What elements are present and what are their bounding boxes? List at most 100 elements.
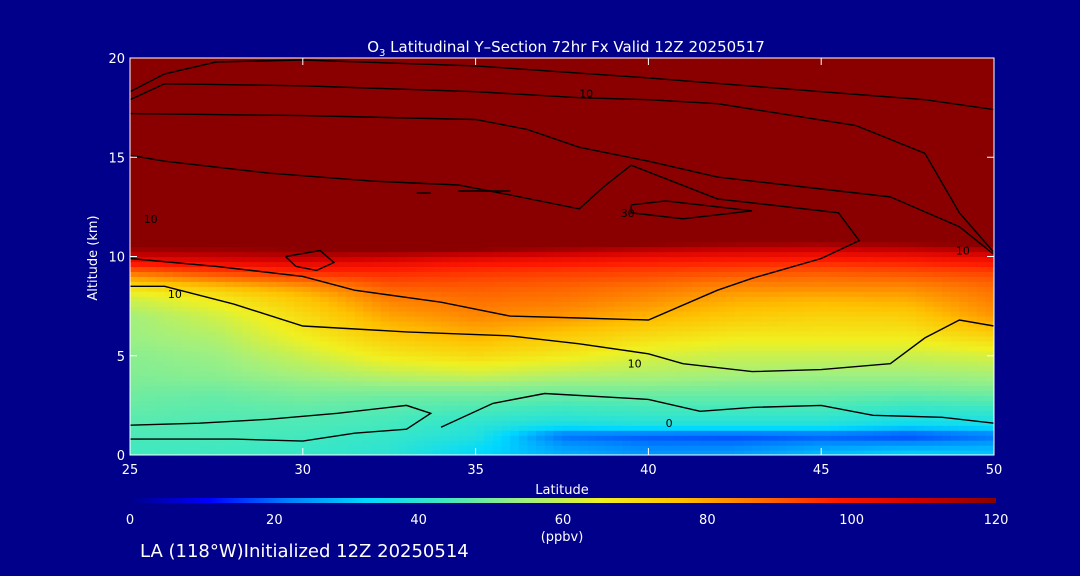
heatmap-cell xyxy=(311,395,321,402)
heatmap-cell xyxy=(976,425,986,431)
heatmap-cell xyxy=(285,231,295,238)
heatmap-cell xyxy=(795,445,805,451)
heatmap-cell xyxy=(985,375,994,382)
heatmap-cell xyxy=(613,450,624,455)
heatmap-cell xyxy=(682,430,693,436)
heatmap-cell xyxy=(441,350,451,357)
heatmap-cell xyxy=(596,410,606,416)
heatmap-cell xyxy=(639,330,649,337)
heatmap-cell xyxy=(397,236,408,243)
heatmap-cell xyxy=(855,325,865,332)
heatmap-cell xyxy=(441,425,451,431)
heatmap-cell xyxy=(898,330,909,337)
heatmap-cell xyxy=(216,330,226,337)
heatmap-cell xyxy=(760,435,770,441)
heatmap-cell xyxy=(803,425,814,431)
heatmap-cell xyxy=(855,306,865,312)
heatmap-cell xyxy=(337,435,347,441)
heatmap-cell xyxy=(959,311,969,317)
heatmap-cell xyxy=(130,266,140,272)
heatmap-cell xyxy=(553,221,563,228)
heatmap-cell xyxy=(415,321,425,327)
heatmap-cell xyxy=(665,246,675,253)
heatmap-cell xyxy=(605,266,615,272)
heatmap-cell xyxy=(907,271,917,277)
heatmap-cell xyxy=(501,311,511,317)
heatmap-cell xyxy=(155,276,166,282)
heatmap-cell xyxy=(657,365,667,372)
heatmap-cell xyxy=(890,445,900,451)
heatmap-cell xyxy=(207,266,217,272)
heatmap-cell xyxy=(492,390,503,397)
heatmap-cell xyxy=(259,400,269,406)
heatmap-cell xyxy=(164,370,174,377)
heatmap-cell xyxy=(924,345,935,352)
heatmap-cell xyxy=(449,445,459,451)
heatmap-cell xyxy=(173,261,183,268)
heatmap-cell xyxy=(726,380,736,387)
heatmap-cell xyxy=(138,246,148,253)
heatmap-cell xyxy=(657,330,667,337)
heatmap-cell xyxy=(432,355,442,362)
heatmap-cell xyxy=(657,266,667,272)
heatmap-cell xyxy=(406,450,416,455)
heatmap-cell xyxy=(553,395,563,402)
heatmap-cell xyxy=(406,316,416,322)
heatmap-cell xyxy=(769,335,779,342)
heatmap-cell xyxy=(613,291,624,297)
heatmap-cell xyxy=(570,211,580,218)
heatmap-cell xyxy=(553,355,563,362)
heatmap-cell xyxy=(639,221,649,228)
heatmap-cell xyxy=(130,221,140,228)
heatmap-cell xyxy=(415,340,425,347)
heatmap-cell xyxy=(544,365,554,372)
heatmap-cell xyxy=(898,321,909,327)
heatmap-cell xyxy=(346,226,356,233)
heatmap-cell xyxy=(432,400,442,406)
heatmap-cell xyxy=(933,445,943,451)
heatmap-cell xyxy=(484,405,494,411)
heatmap-cell xyxy=(302,306,313,312)
heatmap-cell xyxy=(320,365,330,372)
heatmap-cell xyxy=(691,350,701,357)
heatmap-cell xyxy=(933,425,943,431)
heatmap-cell xyxy=(130,445,140,451)
heatmap-cell xyxy=(682,286,693,292)
heatmap-cell xyxy=(812,231,822,238)
heatmap-cell xyxy=(294,335,304,342)
heatmap-cell xyxy=(441,231,451,238)
heatmap-cell xyxy=(821,430,831,436)
heatmap-cell xyxy=(354,410,364,416)
heatmap-cell xyxy=(674,380,684,387)
heatmap-cell xyxy=(199,251,209,258)
heatmap-cell xyxy=(354,445,364,451)
heatmap-cell xyxy=(829,390,840,397)
heatmap-cell xyxy=(864,256,874,263)
heatmap-cell xyxy=(276,256,287,263)
heatmap-cell xyxy=(665,271,675,277)
heatmap-cell xyxy=(181,236,192,243)
heatmap-cell xyxy=(778,345,788,352)
heatmap-cell xyxy=(173,241,183,248)
heatmap-cell xyxy=(838,365,848,372)
heatmap-cell xyxy=(449,286,459,292)
heatmap-cell xyxy=(959,340,969,347)
heatmap-cell xyxy=(734,395,745,402)
heatmap-cell xyxy=(717,325,727,332)
heatmap-cell xyxy=(570,390,580,397)
heatmap-cell xyxy=(657,231,667,238)
heatmap-cell xyxy=(657,445,667,451)
heatmap-cell xyxy=(596,311,606,317)
heatmap-cell xyxy=(821,231,831,238)
heatmap-cell xyxy=(276,345,287,352)
heatmap-cell xyxy=(259,450,269,455)
heatmap-cell xyxy=(337,430,347,436)
heatmap-cell xyxy=(354,216,364,223)
heatmap-cell xyxy=(665,400,675,406)
heatmap-cell xyxy=(570,395,580,402)
heatmap-cell xyxy=(665,206,675,213)
heatmap-cell xyxy=(328,236,338,243)
heatmap-cell xyxy=(924,385,935,392)
heatmap-cell xyxy=(855,335,865,342)
heatmap-cell xyxy=(225,231,235,238)
